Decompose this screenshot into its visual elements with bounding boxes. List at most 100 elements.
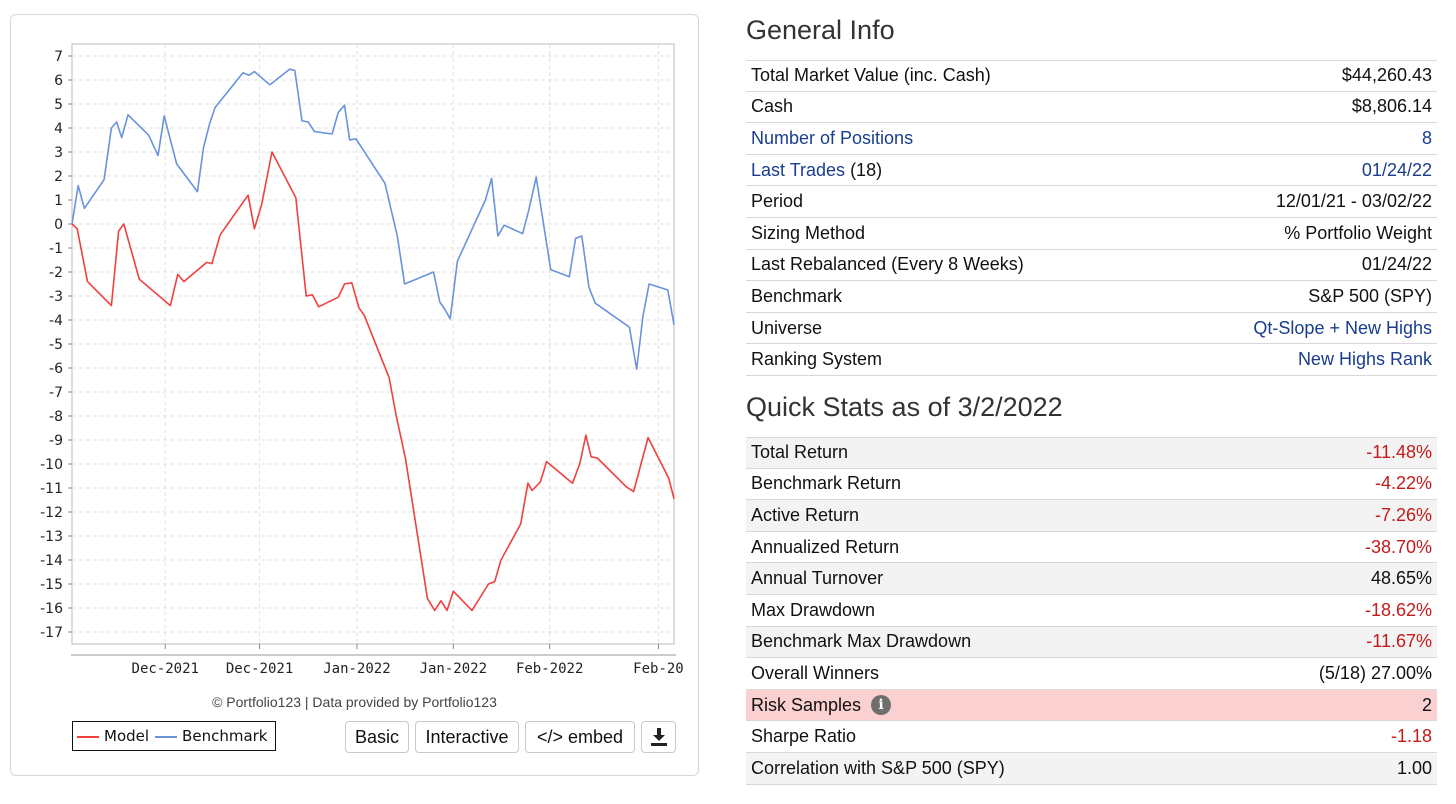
- y-tick-label: 6: [54, 73, 63, 89]
- row-value: $8,806.14: [1351, 96, 1432, 117]
- general-info-table: Total Market Value (inc. Cash) $44,260.43…: [746, 60, 1437, 376]
- row-value[interactable]: 8: [1421, 127, 1432, 148]
- general-info-title: General Info: [746, 15, 895, 45]
- y-tick-label: -10: [40, 457, 63, 473]
- row-label-text: Active Return: [751, 504, 860, 525]
- table-row: Sharpe Ratio -1.18: [746, 721, 1437, 753]
- performance-chart[interactable]: 7 6 5 4 3 2 1 0 -1 -2 -3 -4 -5 -6 -7 -8 -9 -10 -11 -12 -13 -1…: [11, 15, 700, 715]
- row-label: Sharpe Ratio: [751, 726, 856, 747]
- row-label-text[interactable]: Last Trades: [751, 159, 846, 180]
- table-row: Benchmark S&P 500 (SPY): [746, 281, 1437, 313]
- row-label-text: Cash: [751, 96, 794, 117]
- row-label-text: Benchmark Return: [751, 473, 902, 494]
- row-label: Total Return: [751, 442, 848, 463]
- chart-legend[interactable]: Model Benchmark: [72, 721, 276, 751]
- row-label-text: Period: [751, 191, 804, 212]
- y-tick-label: -13: [40, 529, 63, 545]
- row-value[interactable]: New Highs Rank: [1297, 349, 1432, 370]
- interactive-button[interactable]: Interactive: [415, 721, 519, 753]
- table-row: Correlation with S&P 500 (SPY) 1.00: [746, 752, 1437, 785]
- row-value: 2: [1421, 694, 1432, 715]
- x-tick-label: Dec-2021: [132, 661, 199, 677]
- row-label-text: Annual Turnover: [751, 568, 884, 589]
- row-label: Annualized Return: [751, 537, 899, 558]
- row-value: 12/01/21 - 03/02/22: [1275, 191, 1432, 212]
- series-line-benchmark: [71, 68, 675, 370]
- y-tick-label: 2: [54, 169, 63, 185]
- y-tick-label: -9: [49, 433, 63, 449]
- y-tick-label: 3: [54, 145, 63, 161]
- row-value: 01/24/22: [1361, 254, 1432, 275]
- y-tick-label: -16: [40, 601, 63, 617]
- row-label-text: Ranking System: [751, 349, 883, 370]
- y-tick-label: 0: [54, 217, 63, 233]
- x-tick-label: Jan-2022: [323, 661, 390, 677]
- y-tick-label: -14: [40, 553, 63, 569]
- row-label-text: Risk Samples: [751, 694, 862, 715]
- embed-button[interactable]: </> embed: [525, 721, 635, 753]
- table-row: Cash $8,806.14: [746, 92, 1437, 124]
- row-value[interactable]: 01/24/22: [1361, 159, 1432, 180]
- row-label: Benchmark: [751, 286, 842, 307]
- table-row: Period 12/01/21 - 03/02/22: [746, 186, 1437, 218]
- row-value: -1.18: [1390, 726, 1432, 747]
- chart-credit: © Portfolio123 | Data provided by Portfo…: [212, 694, 497, 710]
- row-label-text: Max Drawdown: [751, 599, 876, 620]
- legend-item-benchmark[interactable]: Benchmark: [155, 727, 267, 745]
- row-value[interactable]: Qt-Slope + New Highs: [1253, 317, 1432, 338]
- table-row: Benchmark Return -4.22%: [746, 469, 1437, 501]
- download-icon: [650, 728, 667, 746]
- x-tick-label: Jan-2022: [420, 661, 487, 677]
- row-label: Benchmark Return: [751, 473, 901, 494]
- table-row: Total Return -11.48%: [746, 437, 1437, 469]
- table-row: Overall Winners (5/18) 27.00%: [746, 658, 1437, 690]
- y-tick-label: -8: [49, 409, 63, 425]
- row-label: Ranking System: [751, 349, 882, 370]
- row-label: Sizing Method: [751, 223, 865, 244]
- legend-swatch-model: [77, 735, 99, 738]
- table-row: Ranking System New Highs Rank: [746, 344, 1437, 376]
- table-row: Active Return -7.26%: [746, 500, 1437, 532]
- download-button[interactable]: [641, 721, 676, 753]
- row-value: S&P 500 (SPY): [1308, 285, 1432, 306]
- row-value: -11.67%: [1366, 631, 1432, 652]
- row-label-text: Benchmark Max Drawdown: [751, 631, 972, 652]
- row-label: Cash: [751, 96, 793, 117]
- row-label-text: Last Rebalanced (Every 8 Weeks): [751, 254, 1024, 275]
- row-label-text: Overall Winners: [751, 662, 880, 683]
- chart-panel: 7 6 5 4 3 2 1 0 -1 -2 -3 -4 -5 -6 -7 -8 -9 -10 -11 -12 -13 -1…: [10, 14, 699, 776]
- y-tick-label: -6: [49, 361, 63, 377]
- table-row: Max Drawdown -18.62%: [746, 595, 1437, 627]
- y-tick-label: -2: [49, 265, 63, 281]
- row-label: Last Rebalanced (Every 8 Weeks): [751, 254, 1024, 275]
- row-label-text: Sharpe Ratio: [751, 726, 857, 747]
- row-label-text: Sizing Method: [751, 222, 866, 243]
- y-tick-label: -1: [49, 241, 63, 257]
- legend-label-benchmark: Benchmark: [182, 727, 268, 745]
- quick-stats-table: Total Return -11.48% Benchmark Return -4.22…: [746, 437, 1437, 785]
- table-row: Annualized Return -38.70%: [746, 532, 1437, 564]
- legend-item-model[interactable]: Model: [77, 727, 149, 745]
- y-tick-label: 4: [54, 121, 63, 137]
- row-label-text: Annualized Return: [751, 536, 900, 557]
- row-value: -18.62%: [1364, 599, 1432, 620]
- table-row: Annual Turnover 48.65%: [746, 563, 1437, 595]
- basic-button[interactable]: Basic: [345, 721, 409, 753]
- y-tick-label: -7: [49, 385, 63, 401]
- legend-label-model: Model: [104, 727, 150, 745]
- y-tick-label: -4: [49, 313, 63, 329]
- table-row: Universe Qt-Slope + New Highs: [746, 313, 1437, 345]
- y-tick-label: -3: [49, 289, 63, 305]
- row-label: Risk Samples i: [751, 694, 892, 716]
- table-row: Last Rebalanced (Every 8 Weeks) 01/24/22: [746, 250, 1437, 282]
- info-icon[interactable]: i: [871, 695, 892, 716]
- table-row: Last Trades (18) 01/24/22: [746, 155, 1437, 187]
- row-label: Last Trades (18): [751, 160, 882, 181]
- series-line-model: [71, 151, 675, 612]
- row-label-text[interactable]: Number of Positions: [751, 127, 914, 148]
- row-label-text: Total Market Value (inc. Cash): [751, 65, 991, 86]
- y-tick-label: 5: [54, 97, 63, 113]
- row-label: Benchmark Max Drawdown: [751, 631, 971, 652]
- y-tick-label: -11: [40, 481, 63, 497]
- row-value: -7.26%: [1374, 504, 1432, 525]
